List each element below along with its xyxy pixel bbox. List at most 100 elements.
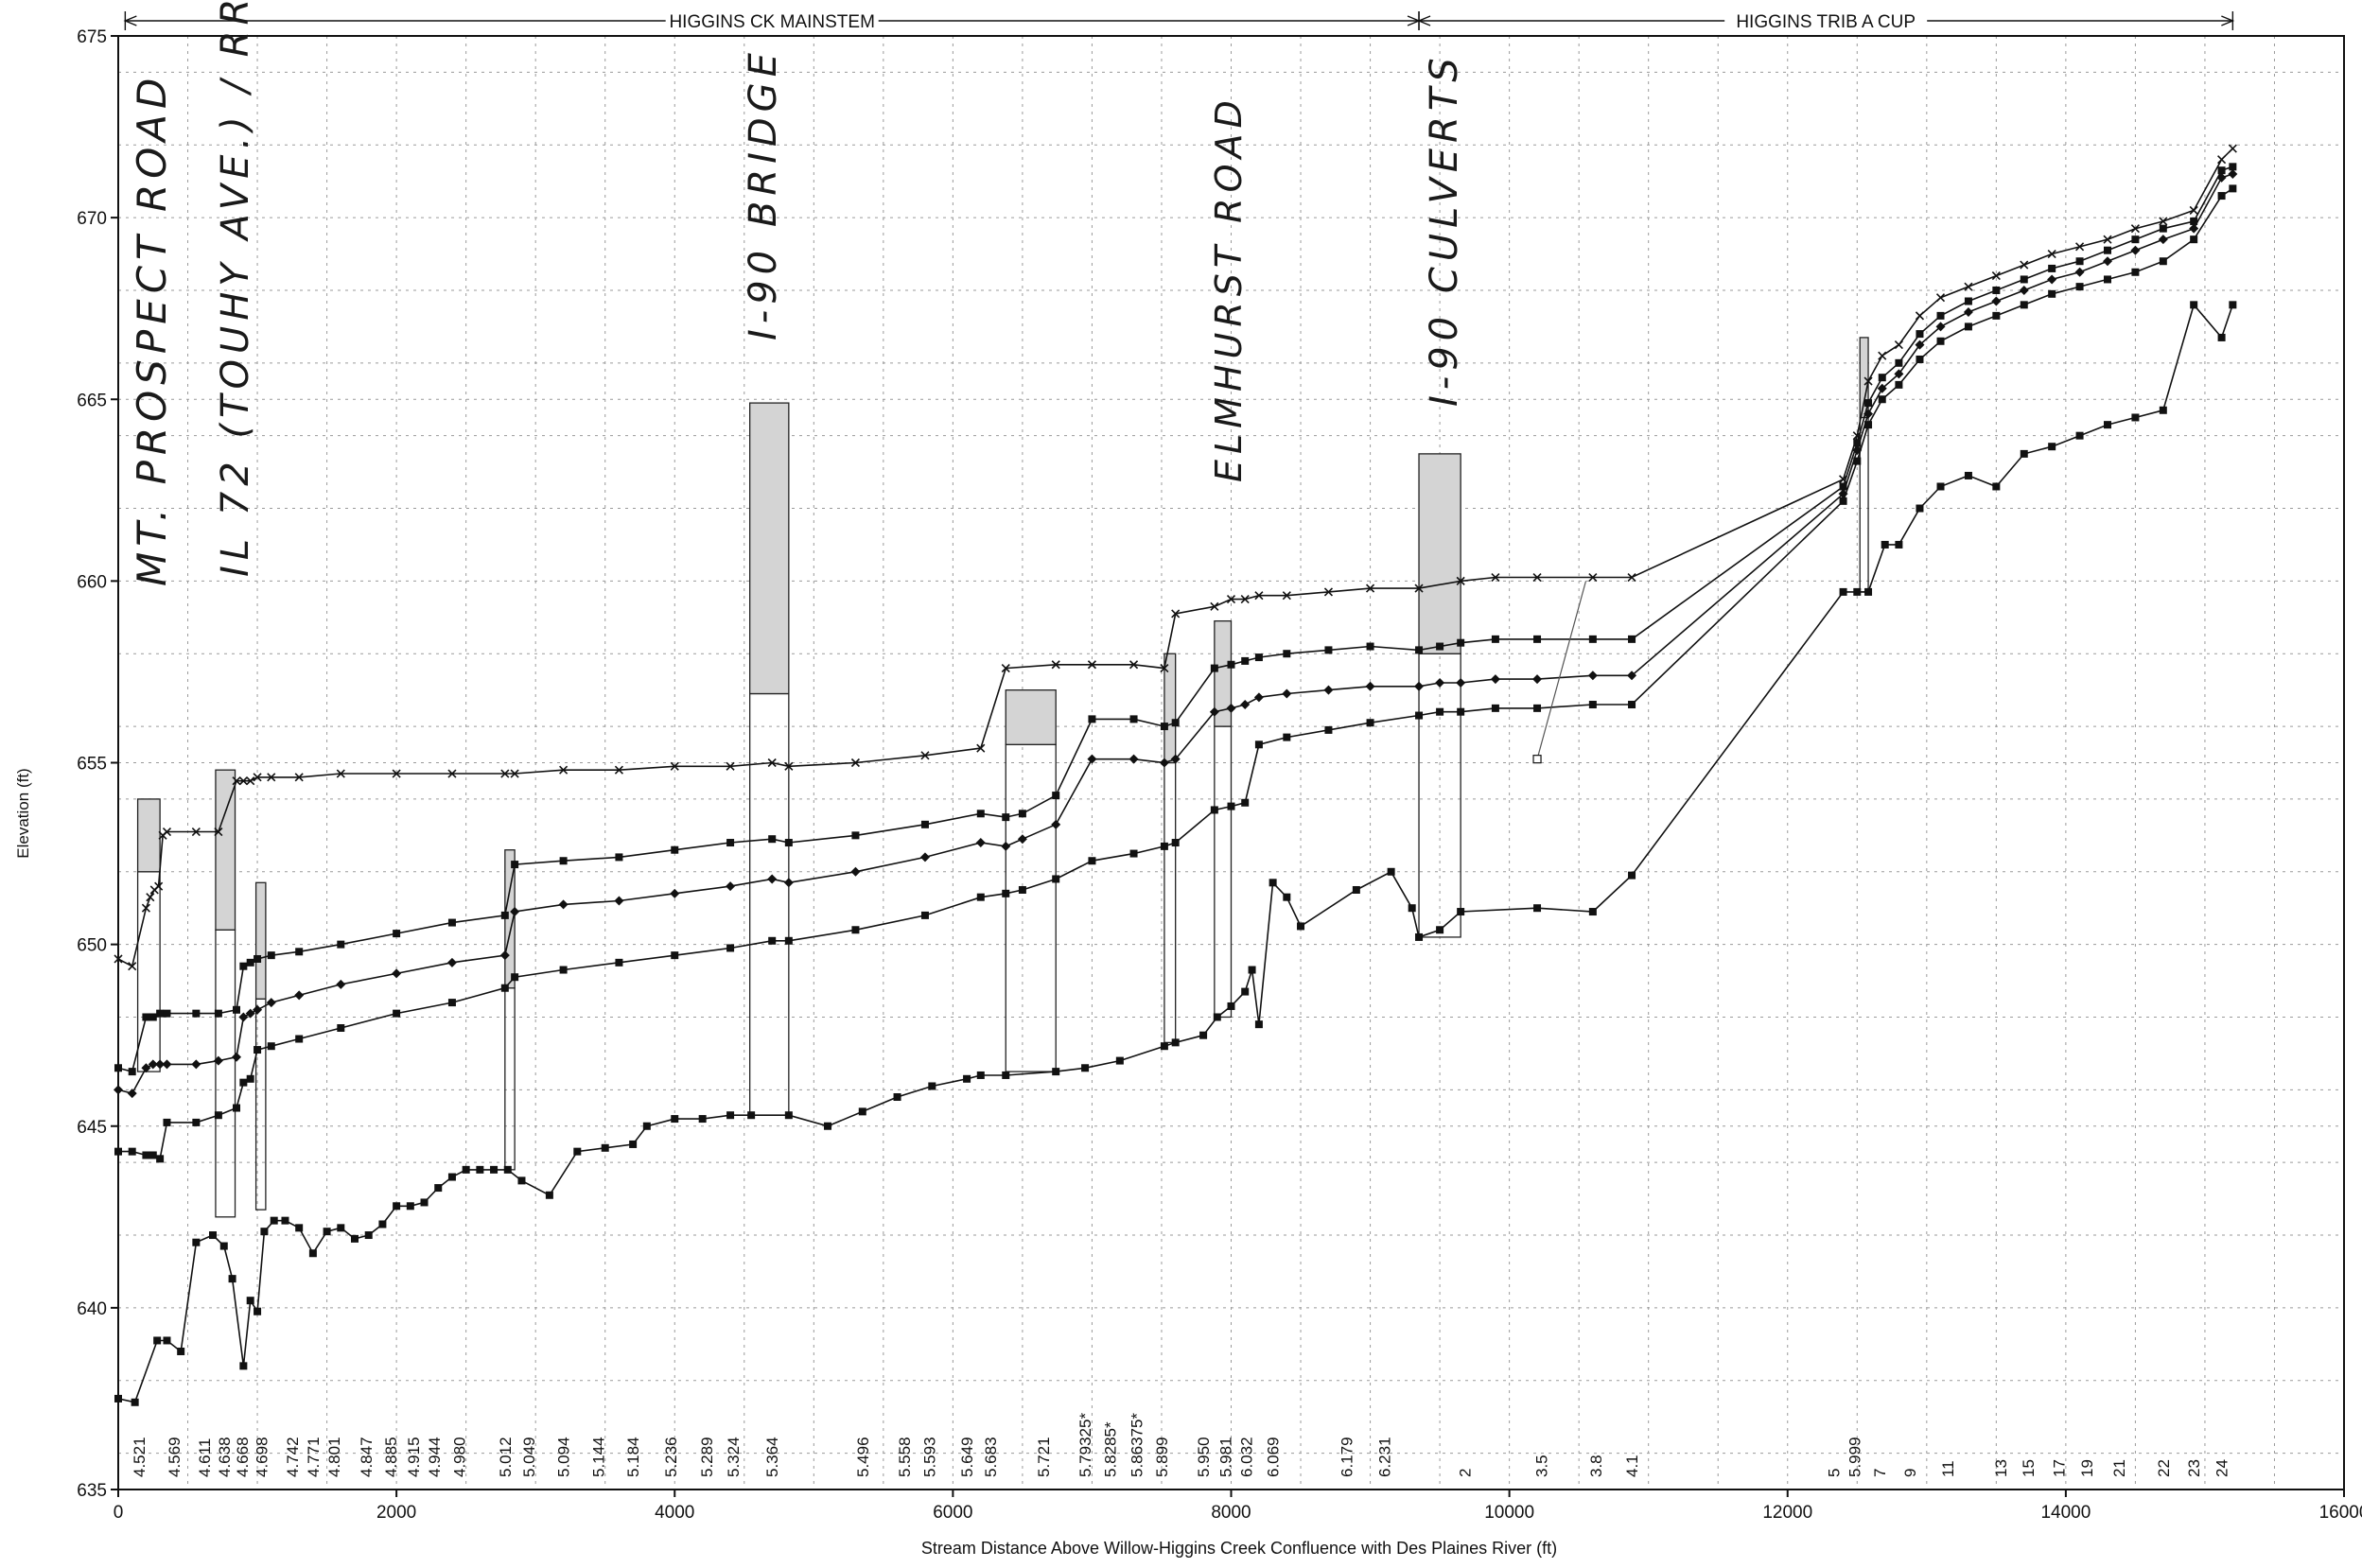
station-label: 5.86375* [1128,1413,1146,1477]
series-point-5 [2048,443,2056,451]
series-point-3 [1170,754,1181,764]
station-label: 19 [2078,1459,2096,1477]
station-label: 4.742 [284,1437,302,1477]
series-point-4 [1936,337,1945,345]
series-point-1 [1226,595,1236,604]
series-point-3 [1017,834,1027,845]
series-point-3 [1532,674,1543,685]
series-point-2 [1839,482,1847,491]
series-point-5 [447,1173,456,1181]
series-point-2 [851,831,860,840]
x-tick-label: 6000 [933,1503,972,1523]
structure-labels: MT. PROSPECT ROAD IL 72 (TOUHY AVE.) / RR… [129,0,1466,586]
series-point-2 [337,940,345,949]
series-point-5 [1199,1031,1208,1039]
series-point-4 [1853,457,1862,465]
series-point-2 [768,835,777,844]
series-point-2 [1088,715,1096,723]
series-point-5 [747,1111,756,1120]
series-point-3 [1253,692,1264,703]
series-point-2 [246,958,254,967]
series-point-3 [191,1059,201,1070]
series-point-5 [1002,1071,1010,1079]
series-point-3 [1051,819,1061,829]
series-point-5 [1916,504,1924,513]
series-point-5 [308,1249,317,1258]
station-label: 23 [2185,1459,2203,1477]
series-point-2 [447,918,456,927]
series-point-1 [141,903,150,913]
series-point-3 [336,979,346,989]
structures [136,337,1869,1218]
series-point-4 [1254,740,1263,749]
series-point-5 [1297,922,1305,931]
station-label: 7 [1871,1469,1889,1477]
series-point-5 [163,1336,171,1345]
series-point-4 [2131,268,2140,276]
series-point-2 [1366,642,1374,651]
structure-label: MT. PROSPECT ROAD [129,73,175,586]
series-point-4 [163,1118,171,1126]
series-point-1 [232,776,241,786]
station-label: 5.289 [698,1437,716,1477]
structure-deck [1005,689,1057,745]
station-label: 5.324 [725,1437,743,1477]
station-label: 9 [1901,1469,1919,1477]
series-point-2 [726,839,735,847]
series-point-1 [559,765,569,775]
series-point-4 [295,1035,304,1043]
series-point-1 [392,769,401,778]
series-point-2 [559,857,568,865]
series-point-3 [245,1008,255,1019]
series-point-5 [642,1122,651,1130]
series-point-5 [726,1111,735,1120]
series-point-5 [406,1202,414,1211]
series-point-3 [446,957,457,967]
series-point-1 [1001,664,1010,673]
series-point-1 [2159,217,2168,226]
series-point-1 [1491,572,1500,583]
series-point-4 [156,1155,165,1163]
series-point-3 [767,874,778,884]
axes: 0 2000 4000 6000 8000 10000 12000 14000 16000 635… [77,27,2362,1523]
structure-deck [749,402,790,695]
series-point-2 [239,962,248,970]
series-point-3 [1001,841,1011,851]
series-point-2 [1457,638,1465,647]
series-point-1 [1051,660,1060,670]
series-point-5 [1387,867,1395,876]
station-label: 5.950 [1195,1437,1213,1477]
x-tick-label: 2000 [376,1503,416,1523]
series-point-2 [1283,650,1291,658]
station-label: 4.847 [358,1437,376,1477]
station-label: 13 [1992,1459,2010,1477]
structure-label: I-90 CULVERTS [1423,52,1466,407]
series-point-2 [192,1009,201,1018]
station-label: 4.611 [196,1438,214,1477]
series-point-1 [2103,235,2112,244]
series-point-5 [629,1140,638,1148]
series-point-1 [253,773,262,782]
series-point-1 [1915,311,1925,321]
series-point-4 [1160,842,1168,850]
series-point-1 [267,773,276,782]
series-point-1 [976,743,986,753]
series-point-2 [2048,264,2056,272]
series-point-3 [1323,685,1334,695]
series-point-5 [393,1202,401,1211]
series-point-5 [219,1242,228,1250]
series-point-5 [254,1307,262,1315]
station-label: 4.885 [382,1437,400,1477]
series-point-5 [1936,482,1945,491]
y-tick-label: 645 [77,1118,107,1138]
station-labels: 4.521 4.569 4.611 4.638 4.668 4.698 4.742 4.771… [131,1413,2231,1477]
series-point-1 [920,751,930,760]
station-label: 5.981 [1217,1437,1235,1477]
annotation-marker [1532,755,1542,764]
series-point-4 [2190,235,2198,244]
series-point-4 [447,999,456,1007]
station-label: 21 [2110,1459,2128,1477]
station-label: 4.569 [166,1437,184,1477]
series-point-4 [1491,704,1499,712]
station-label: 4.980 [450,1437,468,1477]
